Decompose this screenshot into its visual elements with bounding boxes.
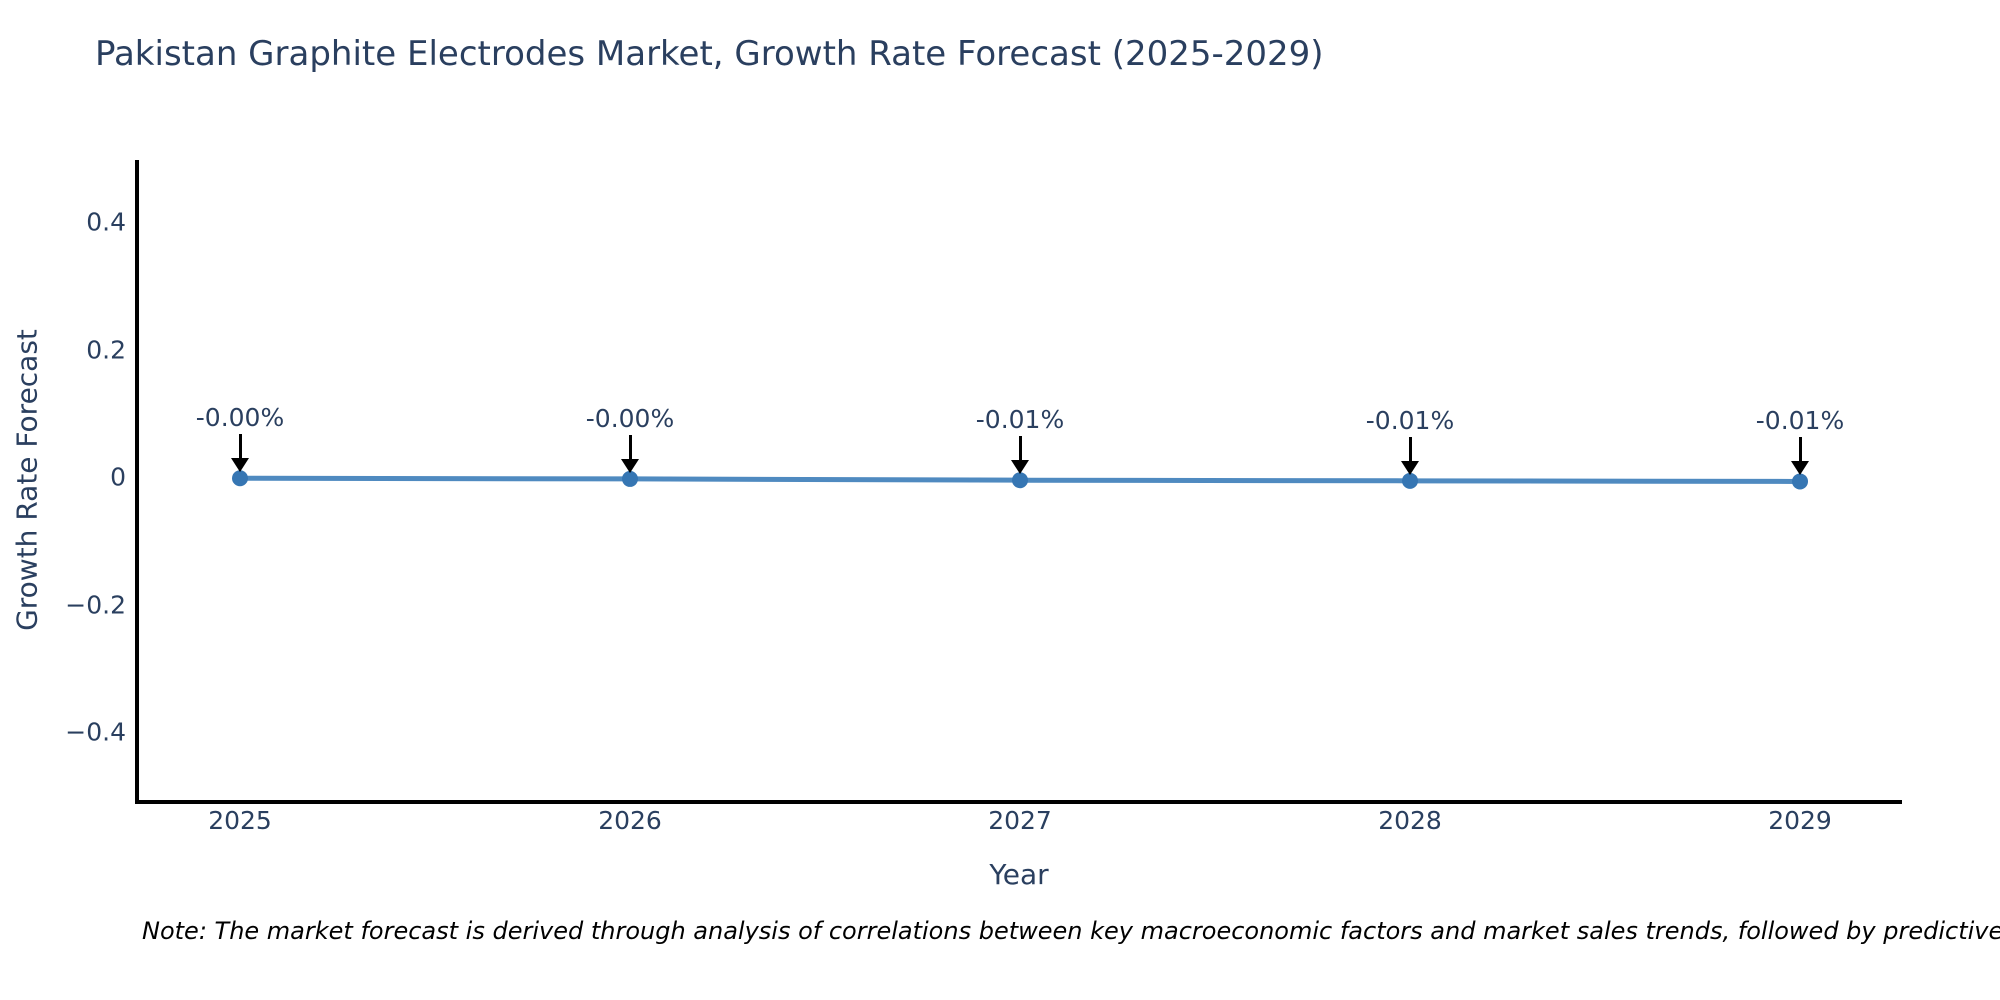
annotation-arrow-shaft — [628, 434, 632, 461]
x-tick-label: 2027 — [988, 806, 1052, 835]
annotation-arrowhead-icon — [231, 458, 249, 473]
y-tick-label: 0.2 — [86, 335, 126, 364]
x-tick-label: 2028 — [1378, 806, 1442, 835]
data-point-marker — [622, 470, 638, 487]
chart-title: Pakistan Graphite Electrodes Market, Gro… — [95, 34, 1324, 74]
annotation-arrowhead-icon — [1011, 460, 1029, 475]
annotation-arrow-shaft — [1408, 436, 1412, 463]
annotation-arrow-shaft — [238, 434, 242, 461]
y-tick-label: −0.2 — [65, 590, 126, 619]
annotation-label: -0.00% — [585, 403, 675, 433]
annotation-label: -0.01% — [1755, 406, 1845, 436]
annotation-arrowhead-icon — [1401, 460, 1419, 475]
data-point-marker — [1402, 472, 1418, 489]
data-point-marker — [1792, 473, 1808, 490]
annotation-arrow-shaft — [1798, 437, 1802, 464]
x-tick-label: 2029 — [1768, 806, 1832, 835]
x-axis-line — [135, 800, 1902, 804]
y-axis-line — [135, 160, 139, 804]
annotation-arrowhead-icon — [621, 458, 639, 473]
annotation-arrow-shaft — [1018, 436, 1022, 463]
x-tick-label: 2026 — [598, 806, 662, 835]
annotation-arrowhead-icon — [1791, 461, 1809, 476]
annotation-label: -0.00% — [195, 403, 285, 433]
data-point-marker — [232, 470, 248, 487]
forecast-line — [239, 475, 1801, 484]
x-axis-title: Year — [989, 858, 1049, 891]
annotation-label: -0.01% — [975, 405, 1065, 435]
footnote: Note: The market forecast is derived thr… — [142, 917, 2000, 945]
annotation-label: -0.01% — [1365, 405, 1455, 435]
y-tick-label: −0.4 — [65, 717, 126, 747]
y-tick-label: 0 — [110, 462, 126, 492]
data-point-marker — [1012, 472, 1028, 489]
y-tick-label: 0.4 — [86, 207, 126, 237]
x-tick-label: 2025 — [208, 806, 272, 835]
